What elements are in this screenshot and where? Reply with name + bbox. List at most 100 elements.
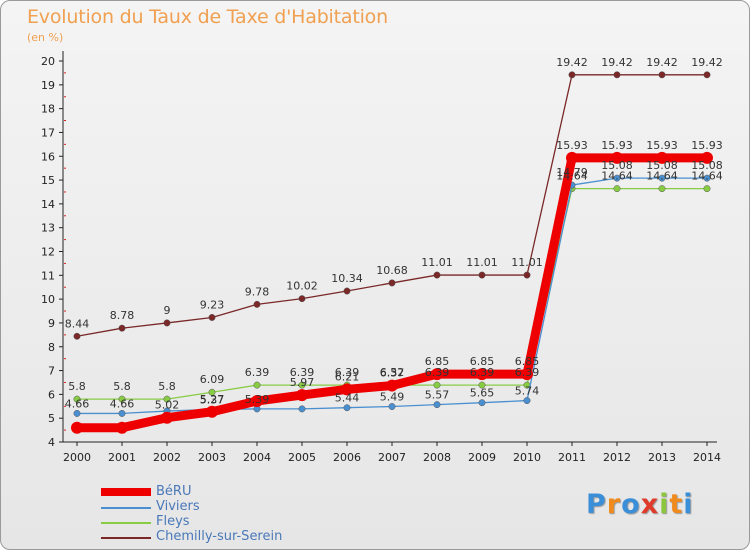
logo-letter: P (586, 489, 607, 520)
chart-subtitle: (en %) (27, 31, 64, 44)
series-line-3 (76, 74, 708, 337)
data-point (476, 368, 488, 381)
legend: BéRU Viviers Fleys Chemilly-sur-Serein (101, 484, 361, 545)
data-label: 6.85 (425, 355, 450, 368)
data-label: 6.39 (515, 366, 540, 379)
data-point (118, 324, 126, 332)
data-point (296, 389, 308, 402)
data-point (478, 399, 486, 407)
data-label: 9.78 (245, 285, 270, 298)
data-label: 5.02 (155, 399, 180, 412)
data-point (343, 287, 351, 295)
y-tick-label: 14 (41, 198, 55, 211)
data-label: 15.08 (646, 159, 678, 172)
legend-item-beru: BéRU (101, 484, 361, 500)
data-point (701, 151, 713, 164)
data-label: 5.49 (380, 391, 405, 404)
legend-swatch-beru (101, 488, 151, 496)
y-tick-label: 9 (48, 317, 55, 330)
x-tick-label: 2012 (603, 451, 631, 464)
data-label: 6.39 (425, 366, 450, 379)
x-tick-label: 2000 (63, 451, 91, 464)
data-point (73, 409, 81, 417)
y-tick-label: 18 (41, 103, 55, 116)
data-label: 19.42 (646, 56, 678, 69)
data-point (703, 71, 711, 79)
data-point (433, 401, 441, 409)
data-point (658, 174, 666, 182)
data-point (433, 271, 441, 279)
legend-swatch-chemilly (101, 537, 151, 539)
data-label: 6.37 (380, 367, 405, 380)
y-tick-label: 10 (41, 293, 55, 306)
data-label: 9.23 (200, 298, 225, 311)
legend-item-chemilly: Chemilly-sur-Serein (101, 529, 361, 545)
data-label: 11.01 (511, 256, 543, 269)
data-label: 14.64 (646, 170, 678, 183)
data-label: 14.79 (556, 166, 588, 179)
x-tick-label: 2007 (378, 451, 406, 464)
legend-swatch-viviers (101, 507, 151, 509)
legend-label-fleys: Fleys (156, 514, 190, 529)
data-label: 5.44 (335, 392, 360, 405)
data-point (521, 368, 533, 381)
data-point (658, 185, 666, 193)
data-label: 19.42 (556, 56, 588, 69)
data-point (163, 395, 171, 403)
data-label: 5.65 (470, 387, 495, 400)
data-label: 5.57 (425, 389, 450, 402)
y-tick-label: 16 (41, 150, 55, 163)
x-tick-label: 2008 (423, 451, 451, 464)
data-label: 14.64 (601, 170, 633, 183)
data-point (251, 395, 263, 408)
data-label: 9 (164, 304, 171, 317)
x-tick-label: 2005 (288, 451, 316, 464)
data-point (658, 71, 666, 79)
data-point (656, 151, 668, 164)
data-point (163, 319, 171, 327)
data-label: 5.8 (113, 380, 131, 393)
y-tick-label: 5 (48, 412, 55, 425)
data-label: 5.8 (158, 380, 176, 393)
x-tick-label: 2004 (243, 451, 271, 464)
x-tick-label: 2010 (513, 451, 541, 464)
data-point (703, 185, 711, 193)
x-tick-label: 2013 (648, 451, 676, 464)
data-label: 6.39 (245, 366, 270, 379)
data-label: 5.8 (68, 380, 86, 393)
legend-label-chemilly: Chemilly-sur-Serein (156, 529, 283, 544)
data-label: 14.64 (556, 170, 588, 183)
data-point (208, 388, 216, 396)
y-tick-label: 17 (41, 126, 55, 139)
legend-item-fleys: Fleys (101, 514, 361, 530)
data-point (568, 71, 576, 79)
y-tick-label: 19 (41, 79, 55, 92)
x-tick-label: 2001 (108, 451, 136, 464)
data-point (73, 395, 81, 403)
data-label: 5.37 (200, 393, 225, 406)
data-label: 10.68 (376, 264, 408, 277)
data-label: 15.08 (691, 159, 723, 172)
data-label: 8.78 (110, 309, 135, 322)
logo-letter: r (606, 489, 622, 520)
data-label: 6.52 (380, 366, 405, 379)
data-label: 6.21 (335, 370, 360, 383)
data-point (343, 404, 351, 412)
data-label: 15.93 (646, 139, 678, 152)
data-label: 19.42 (691, 56, 723, 69)
x-tick-label: 2014 (693, 451, 721, 464)
logo-letter: x (640, 489, 660, 520)
logo-letter: t (669, 489, 684, 520)
data-label: 6.09 (200, 373, 225, 386)
data-label: 15.93 (691, 139, 723, 152)
data-label: 15.08 (601, 159, 633, 172)
data-point (431, 368, 443, 381)
data-label: 5.39 (245, 393, 270, 406)
data-point (73, 332, 81, 340)
data-point (386, 379, 398, 392)
data-point (118, 395, 126, 403)
data-label: 11.01 (466, 256, 498, 269)
data-point (388, 279, 396, 287)
